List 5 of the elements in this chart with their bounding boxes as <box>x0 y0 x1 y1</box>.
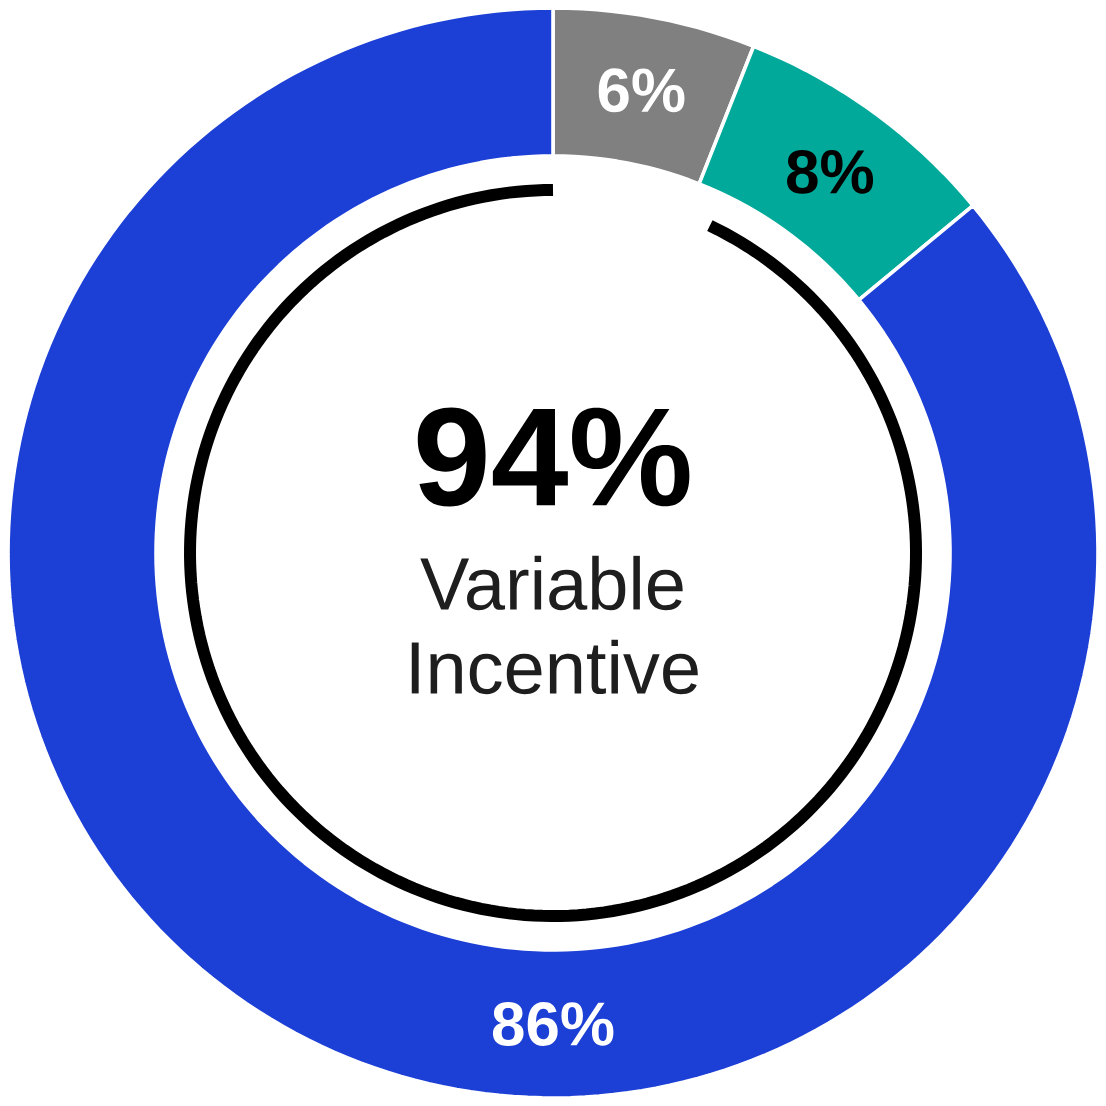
data-label: 8% <box>787 149 874 194</box>
data-label: 86% <box>492 1002 614 1046</box>
data-label: 6% <box>598 68 685 113</box>
text: 94% <box>417 407 690 507</box>
text: Variable Incentive <box>411 555 698 695</box>
